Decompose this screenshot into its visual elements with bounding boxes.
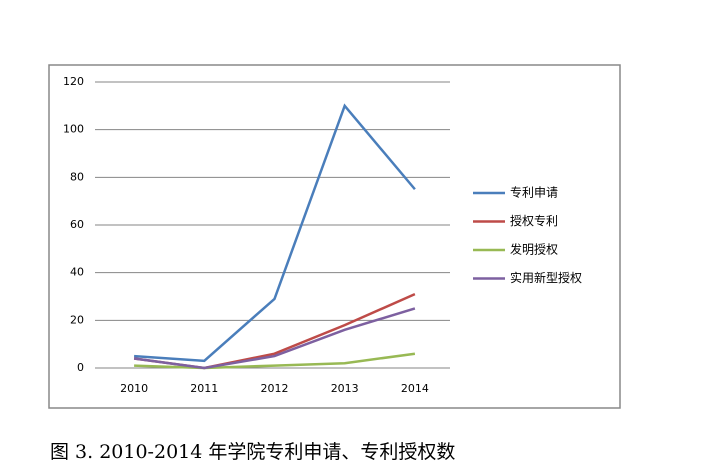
series-line <box>134 352 416 370</box>
x-tick-label: 2014 <box>401 382 429 395</box>
y-tick-label: 0 <box>77 361 84 374</box>
legend-label: 授权专利 <box>510 213 558 228</box>
y-tick-label: 80 <box>70 170 84 183</box>
x-tick-label: 2013 <box>331 382 359 395</box>
y-tick-label: 120 <box>63 75 84 88</box>
series-line <box>133 307 416 370</box>
y-tick-label: 20 <box>70 313 84 326</box>
legend-label: 实用新型授权 <box>510 270 582 285</box>
y-tick-label: 40 <box>70 266 84 279</box>
x-tick-label: 2010 <box>120 382 148 395</box>
series-line <box>134 103 416 363</box>
y-tick-label: 60 <box>70 218 84 231</box>
legend-label: 发明授权 <box>510 242 558 257</box>
x-tick-label: 2011 <box>190 382 218 395</box>
chart-frame <box>48 64 621 409</box>
figure-caption: 图 3. 2010-2014 年学院专利申请、专利授权数 <box>50 441 455 463</box>
legend-label: 专利申请 <box>510 185 558 200</box>
y-tick-label: 100 <box>63 123 84 136</box>
x-tick-label: 2012 <box>261 382 289 395</box>
